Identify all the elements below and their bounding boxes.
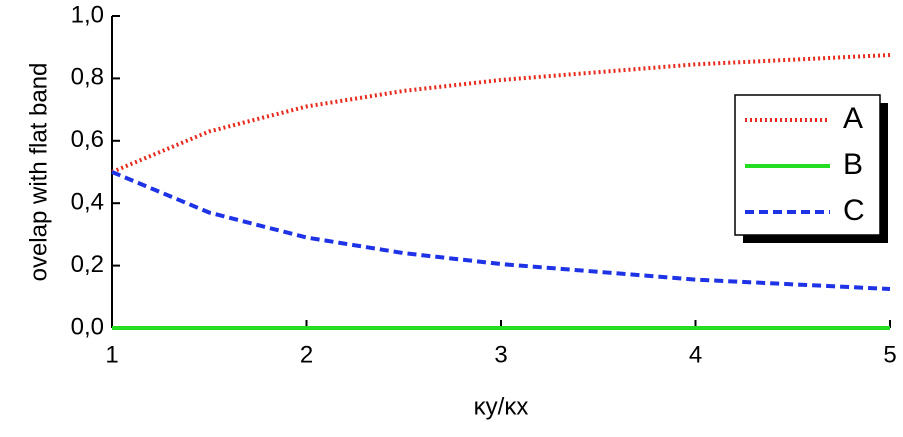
x-tick-label: 1: [105, 341, 118, 368]
x-tick-label: 5: [883, 341, 896, 368]
x-tick-label: 3: [494, 341, 507, 368]
y-tick-label: 1,0: [71, 1, 104, 28]
y-axis-label: ovelap with flat band: [25, 63, 52, 282]
y-tick-label: 0,4: [71, 189, 104, 216]
y-tick-label: 0,0: [71, 313, 104, 340]
legend-label: B: [843, 148, 863, 181]
x-tick-label: 2: [300, 341, 313, 368]
y-tick-label: 0,8: [71, 64, 104, 91]
legend-label: C: [843, 194, 865, 227]
x-tick-label: 4: [689, 341, 702, 368]
y-tick-label: 0,6: [71, 126, 104, 153]
legend-label: A: [843, 102, 863, 135]
series-line: [111, 170, 891, 291]
y-tick-label: 0,2: [71, 251, 104, 278]
x-axis-label: κy/κx: [474, 393, 529, 420]
